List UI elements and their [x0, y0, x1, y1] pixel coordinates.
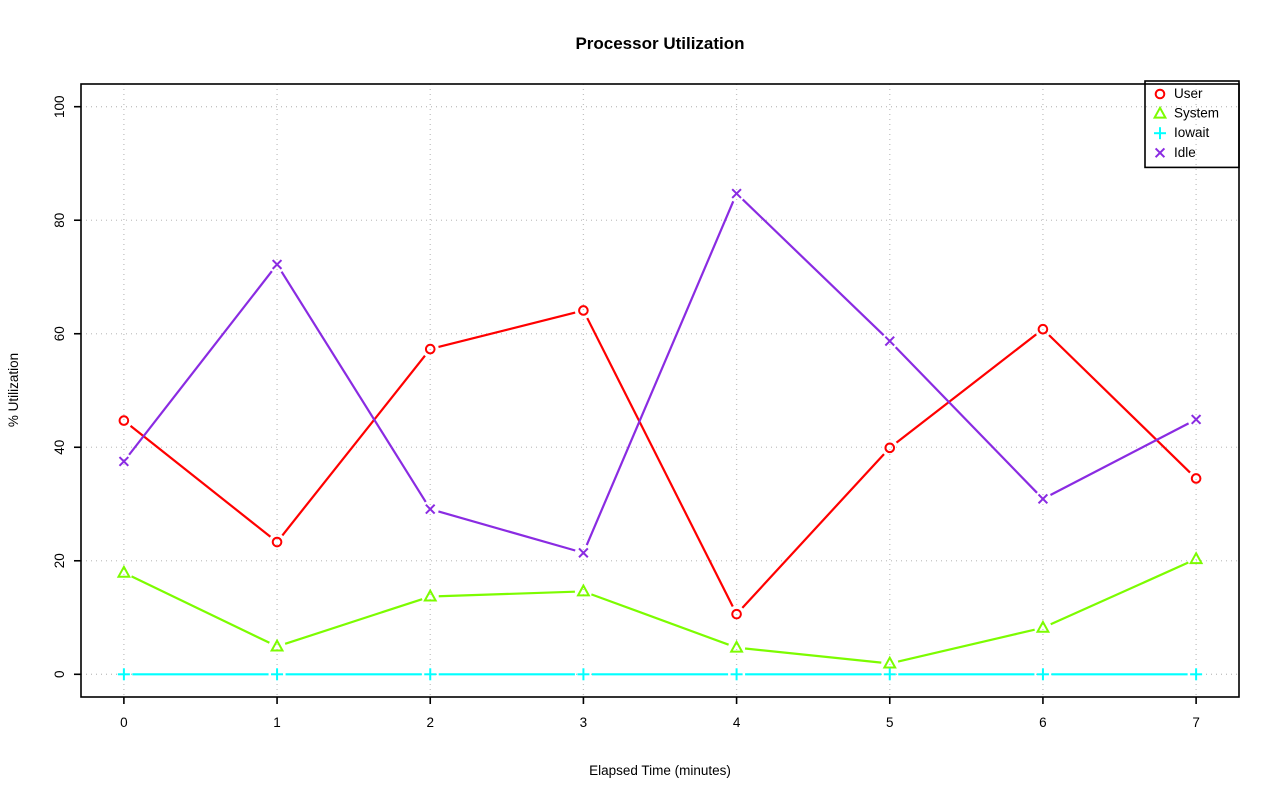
series-line-user — [438, 311, 576, 349]
x-tick-label: 1 — [273, 715, 281, 730]
marker-user — [424, 343, 436, 355]
marker-user — [1190, 473, 1202, 484]
grid-lines — [81, 84, 1239, 697]
legend-marker-system — [1152, 105, 1168, 119]
marker-user — [884, 442, 896, 454]
series-user — [118, 305, 1202, 620]
series-line-idle — [128, 270, 273, 456]
marker-idle — [884, 336, 895, 347]
legend-label-iowait: Iowait — [1174, 125, 1210, 140]
marker-system — [1189, 551, 1204, 565]
series-line-idle — [280, 271, 427, 503]
y-tick-label: 100 — [52, 95, 67, 118]
series-line-system — [897, 628, 1035, 663]
series-idle — [118, 188, 1202, 558]
legend-label-idle: Idle — [1174, 145, 1196, 160]
legend-label-user: User — [1174, 86, 1203, 101]
y-axis-label: % Utilization — [6, 353, 21, 427]
marker-system — [116, 564, 131, 578]
series-line-system — [1050, 561, 1189, 626]
series-line-idle — [741, 198, 885, 337]
x-tick-label: 3 — [580, 715, 588, 730]
x-tick-label: 6 — [1039, 715, 1047, 730]
series-line-system — [284, 598, 423, 645]
x-tick-label: 2 — [426, 715, 434, 730]
series-line-user — [281, 355, 426, 537]
series-line-user — [741, 453, 885, 609]
marker-idle — [271, 259, 283, 270]
series-system — [116, 551, 1204, 669]
legend-marker-user — [1154, 88, 1166, 100]
series-line-system — [744, 647, 882, 664]
y-tick-label: 60 — [52, 326, 67, 341]
series-line-user — [129, 425, 272, 538]
marker-system — [882, 655, 897, 669]
series-line-idle — [894, 346, 1038, 494]
marker-system — [423, 588, 438, 602]
marker-idle — [425, 504, 436, 515]
x-tick-label: 5 — [886, 715, 894, 730]
data-series — [116, 188, 1204, 681]
marker-user — [578, 305, 589, 316]
marker-user — [118, 415, 130, 426]
legend-box — [1144, 80, 1240, 169]
y-tick-label: 80 — [52, 213, 67, 228]
legend: User System Iowait Idle — [1144, 80, 1240, 169]
series-line-user — [1048, 334, 1191, 474]
series-line-user — [586, 317, 734, 608]
marker-user — [271, 536, 283, 548]
marker-system — [1035, 619, 1051, 633]
marker-user — [731, 608, 742, 620]
axes: 0 1 2 3 4 5 6 7 0 20 40 60 80 100 — [52, 83, 1240, 730]
chart-title: Processor Utilization — [575, 34, 744, 53]
x-axis-label: Elapsed Time (minutes) — [589, 763, 731, 778]
x-tick-label: 0 — [120, 715, 128, 730]
series-line-idle — [1049, 422, 1190, 496]
legend-label-system: System — [1174, 106, 1219, 121]
series-line-idle — [438, 510, 576, 552]
series-line-system — [438, 590, 575, 598]
series-line-system — [591, 593, 729, 646]
series-iowait — [117, 668, 1203, 681]
marker-system — [729, 639, 744, 653]
x-tick-label: 7 — [1192, 715, 1200, 730]
marker-idle — [731, 188, 742, 199]
legend-marker-idle — [1154, 147, 1166, 158]
y-tick-label: 0 — [52, 671, 67, 679]
marker-user — [1037, 323, 1049, 335]
marker-system — [269, 638, 285, 652]
series-line-system — [131, 575, 270, 644]
marker-idle — [1191, 414, 1202, 425]
x-tick-label: 4 — [733, 715, 741, 730]
marker-idle — [118, 456, 129, 467]
y-tick-label: 20 — [52, 553, 67, 568]
marker-idle — [578, 547, 589, 558]
plot-box — [80, 83, 1240, 698]
series-line-user — [895, 333, 1037, 444]
series-line-idle — [585, 200, 735, 546]
marker-system — [576, 583, 591, 597]
marker-idle — [1037, 493, 1049, 505]
y-tick-label: 40 — [52, 440, 67, 455]
